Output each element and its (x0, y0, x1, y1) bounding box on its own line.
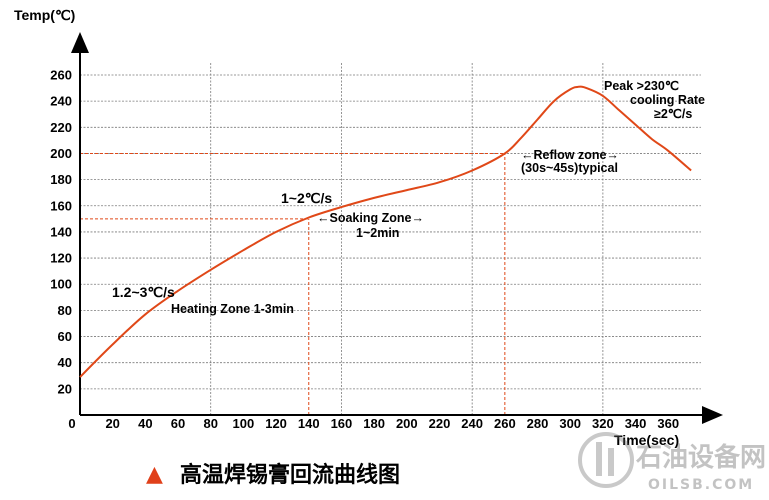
annotation-cooling-rate: ≥2℃/s (654, 107, 692, 121)
watermark-url: OILSB.COM (648, 477, 754, 493)
caption-marker: ▲ (146, 462, 163, 487)
x-tick-label: 280 (527, 416, 549, 431)
y-axis-title: Temp(℃) (14, 7, 75, 23)
annotation-soak-rate: 1~2℃/s (281, 190, 332, 206)
x-axis-title: Time(sec) (614, 432, 679, 448)
y-tick-labels: 20 40 60 80 100 120 140 160 180 200 220 240 260 (50, 67, 72, 396)
annotation-peak: Peak >230℃ (604, 79, 679, 93)
y-tick-label: 120 (50, 251, 72, 266)
x-tick-label: 140 (298, 416, 320, 431)
y-tick-label: 60 (58, 329, 72, 344)
caption: ▲ 高温焊锡膏回流曲线图 (146, 462, 400, 488)
x-tick-label: 240 (461, 416, 483, 431)
x-tick-label: 160 (331, 416, 353, 431)
x-tick-label: 340 (625, 416, 647, 431)
x-tick-label: 200 (396, 416, 418, 431)
y-tick-label: 100 (50, 277, 72, 292)
x-tick-label: 20 (105, 416, 119, 431)
grid-layer (80, 61, 701, 415)
x-tick-label: 40 (138, 416, 152, 431)
annotation-heating-zone: Heating Zone 1-3min (171, 302, 294, 316)
y-tick-label: 220 (50, 120, 72, 135)
y-tick-label: 180 (50, 172, 72, 187)
y-tick-label: 20 (58, 381, 72, 396)
watermark: 石油设备网 OILSB.COM (578, 432, 766, 493)
annotation-heating-rate: 1.2~3℃/s (112, 284, 175, 300)
annotation-reflow-zone: ←Reflow zone→ (521, 148, 619, 162)
reference-lines (80, 152, 506, 415)
annotations: 1.2~3℃/s Heating Zone 1-3min 1~2℃/s ←Soakin… (112, 79, 705, 316)
y-tick-label: 160 (50, 198, 72, 213)
watermark-cn: 石油设备网 (635, 443, 766, 473)
annotation-soak-zone: ←Soaking Zone→ (317, 211, 424, 225)
x-tick-label: 0 (68, 416, 75, 431)
x-tick-label: 320 (592, 416, 614, 431)
y-tick-label: 240 (50, 94, 72, 109)
axes (71, 32, 723, 424)
watermark-logo-icon (578, 432, 634, 488)
x-tick-label: 60 (171, 416, 185, 431)
x-axis-arrow (702, 406, 723, 424)
y-tick-label: 140 (50, 224, 72, 239)
y-tick-label: 260 (50, 67, 72, 82)
y-tick-label: 200 (50, 146, 72, 161)
x-tick-label: 260 (494, 416, 516, 431)
annotation-cooling: cooling Rate (630, 93, 705, 107)
x-tick-labels: 0 20 40 60 80 100 120 140 160 180 200 220 240 260 280 3… (68, 416, 679, 431)
series-layer (79, 85, 692, 378)
series-line (79, 85, 692, 378)
x-tick-label: 300 (559, 416, 581, 431)
x-tick-label: 220 (429, 416, 451, 431)
x-tick-label: 180 (363, 416, 385, 431)
x-tick-label: 100 (233, 416, 255, 431)
x-tick-label: 360 (657, 416, 679, 431)
annotation-soak-time: 1~2min (356, 226, 399, 240)
annotation-reflow-time: (30s~45s)typical (521, 161, 618, 175)
x-tick-label: 120 (265, 416, 287, 431)
y-tick-label: 40 (58, 355, 72, 370)
x-tick-label: 80 (203, 416, 217, 431)
caption-text: 高温焊锡膏回流曲线图 (180, 462, 400, 488)
y-axis-arrow (71, 32, 89, 53)
y-tick-label: 80 (58, 303, 72, 318)
